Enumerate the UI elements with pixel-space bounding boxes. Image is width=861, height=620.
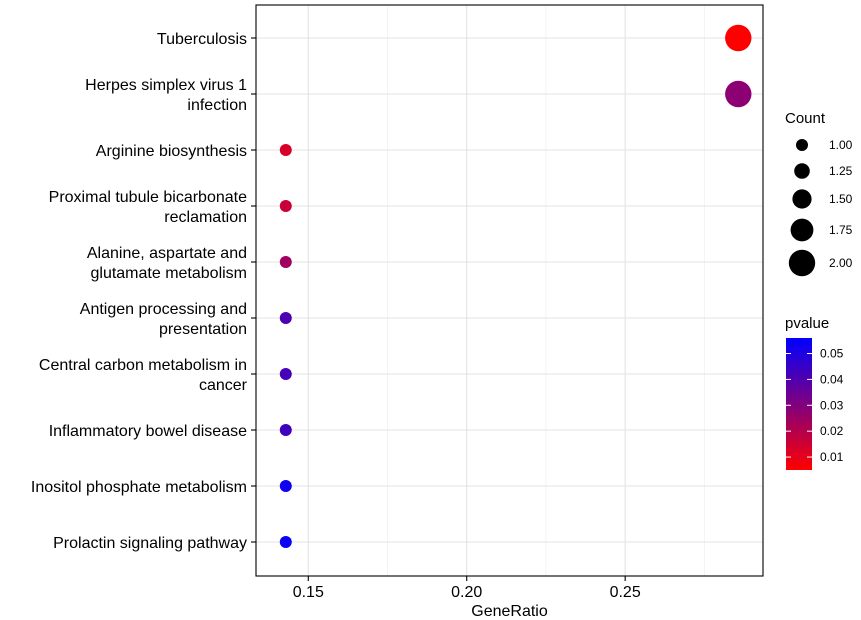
y-tick-label: Alanine, aspartate and glutamate metaboli… — [87, 245, 247, 282]
count-legend-key — [788, 249, 816, 277]
count-legend-label: 1.75 — [829, 223, 853, 237]
x-tick-label: 0.25 — [610, 584, 641, 601]
count-legend: Count 1.00 1.25 1.50 1.75 2.00 — [785, 110, 853, 277]
y-tick-label: Antigen processing and presentation — [80, 301, 247, 338]
data-point — [279, 368, 292, 380]
pvalue-legend-label: 0.03 — [820, 398, 844, 412]
data-point — [279, 256, 292, 268]
data-point — [279, 200, 292, 212]
pvalue-legend-label: 0.02 — [820, 424, 844, 438]
count-legend-label: 1.25 — [829, 164, 853, 178]
count-legend-title: Count — [785, 110, 826, 127]
pvalue-legend-label: 0.04 — [820, 372, 844, 386]
count-legend-label: 2.00 — [829, 256, 853, 270]
count-legend-label: 1.00 — [829, 138, 853, 152]
y-tick-label: Proximal tubule bicarbonate reclamation — [49, 189, 247, 226]
x-tick-label: 0.15 — [293, 584, 324, 601]
data-point — [279, 480, 292, 492]
y-axis-labels: Tuberculosis Herpes simplex virus 1 infect… — [31, 31, 256, 552]
grid-lines — [256, 5, 763, 576]
y-tick-label: Herpes simplex virus 1 infection — [85, 77, 247, 114]
pvalue-legend-label: 0.05 — [820, 347, 844, 361]
x-axis: 0.15 0.20 0.25 — [293, 576, 641, 601]
count-legend-label: 1.50 — [829, 192, 853, 206]
data-point — [279, 312, 292, 324]
count-legend-key — [796, 139, 808, 151]
data-point — [279, 536, 292, 548]
y-tick-label: Central carbon metabolism in cancer — [39, 357, 248, 394]
x-axis-label: GeneRatio — [471, 603, 548, 620]
data-point — [725, 80, 752, 108]
data-point — [279, 144, 292, 156]
y-tick-label: Prolactin signaling pathway — [53, 535, 247, 552]
data-point — [279, 424, 292, 436]
y-tick-label: Inflammatory bowel disease — [49, 423, 247, 440]
x-tick-label: 0.20 — [451, 584, 482, 601]
data-point — [725, 24, 752, 52]
y-tick-label: Tuberculosis — [157, 31, 247, 48]
count-legend-key — [790, 218, 814, 242]
y-tick-label: Arginine biosynthesis — [96, 143, 247, 160]
pvalue-legend-label: 0.01 — [820, 450, 844, 464]
data-points — [279, 24, 752, 548]
pvalue-legend: pvalue 0.01 0.02 0.03 0.04 0.05 — [785, 315, 844, 470]
y-tick-label: Inositol phosphate metabolism — [31, 479, 247, 496]
plot-panel-border — [255, 4, 764, 577]
pvalue-colorbar — [786, 338, 812, 470]
pvalue-legend-title: pvalue — [785, 315, 829, 332]
count-legend-key — [794, 163, 810, 179]
count-legend-key — [792, 189, 812, 209]
